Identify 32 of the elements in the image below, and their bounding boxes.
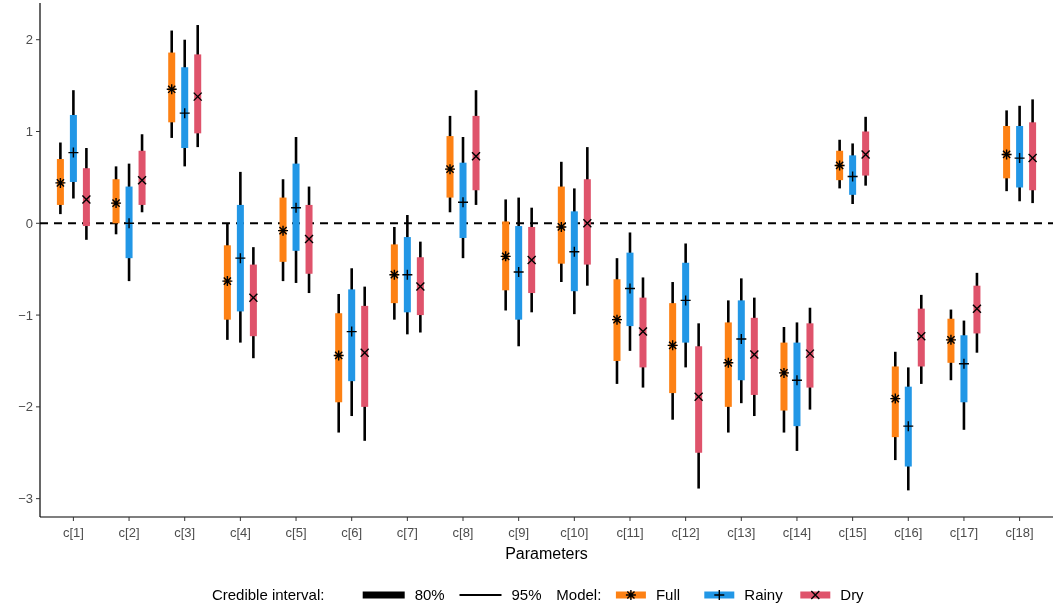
x-tick-label: c[6] <box>341 525 363 540</box>
x-tick-label: c[13] <box>727 525 756 540</box>
text: 95% <box>511 586 542 604</box>
x-tick-label: c[4] <box>229 525 251 540</box>
x-tick-label: c[1] <box>62 525 84 540</box>
text: 80% <box>414 586 445 604</box>
x-tick-label: c[5] <box>285 525 307 540</box>
x-tick-label: c[18] <box>1005 525 1034 540</box>
legend-label: Dry <box>840 586 865 604</box>
x-tick-label: c[9] <box>508 525 530 540</box>
x-tick-label: c[7] <box>396 525 418 540</box>
y-tick-label: 2 <box>25 32 33 48</box>
x-tick-label: c[17] <box>949 525 979 540</box>
y-tick-label: −3 <box>18 491 33 507</box>
y-tick-label: −1 <box>18 307 33 323</box>
x-tick-label: c[2] <box>118 525 140 540</box>
x-tick-label: c[16] <box>894 525 923 540</box>
x-axis-title: Parameters <box>505 545 588 562</box>
text: Credible interval: <box>211 586 325 604</box>
y-tick-label: −2 <box>18 399 33 415</box>
x-tick-label: c[10] <box>560 525 589 540</box>
legend-title: Model: <box>556 586 602 604</box>
x-tick-label: c[11] <box>616 525 644 540</box>
x-tick-label: c[12] <box>671 525 700 540</box>
x-tick-label: c[3] <box>174 525 196 540</box>
x-tick-label: c[14] <box>782 525 812 540</box>
legend-label: Rainy <box>744 586 784 604</box>
legend-label: Full <box>655 586 681 604</box>
y-tick-label: 0 <box>25 215 33 231</box>
x-tick-label: c[15] <box>838 525 867 540</box>
x-tick-label: c[8] <box>452 525 474 540</box>
y-tick-label: 1 <box>25 124 33 140</box>
